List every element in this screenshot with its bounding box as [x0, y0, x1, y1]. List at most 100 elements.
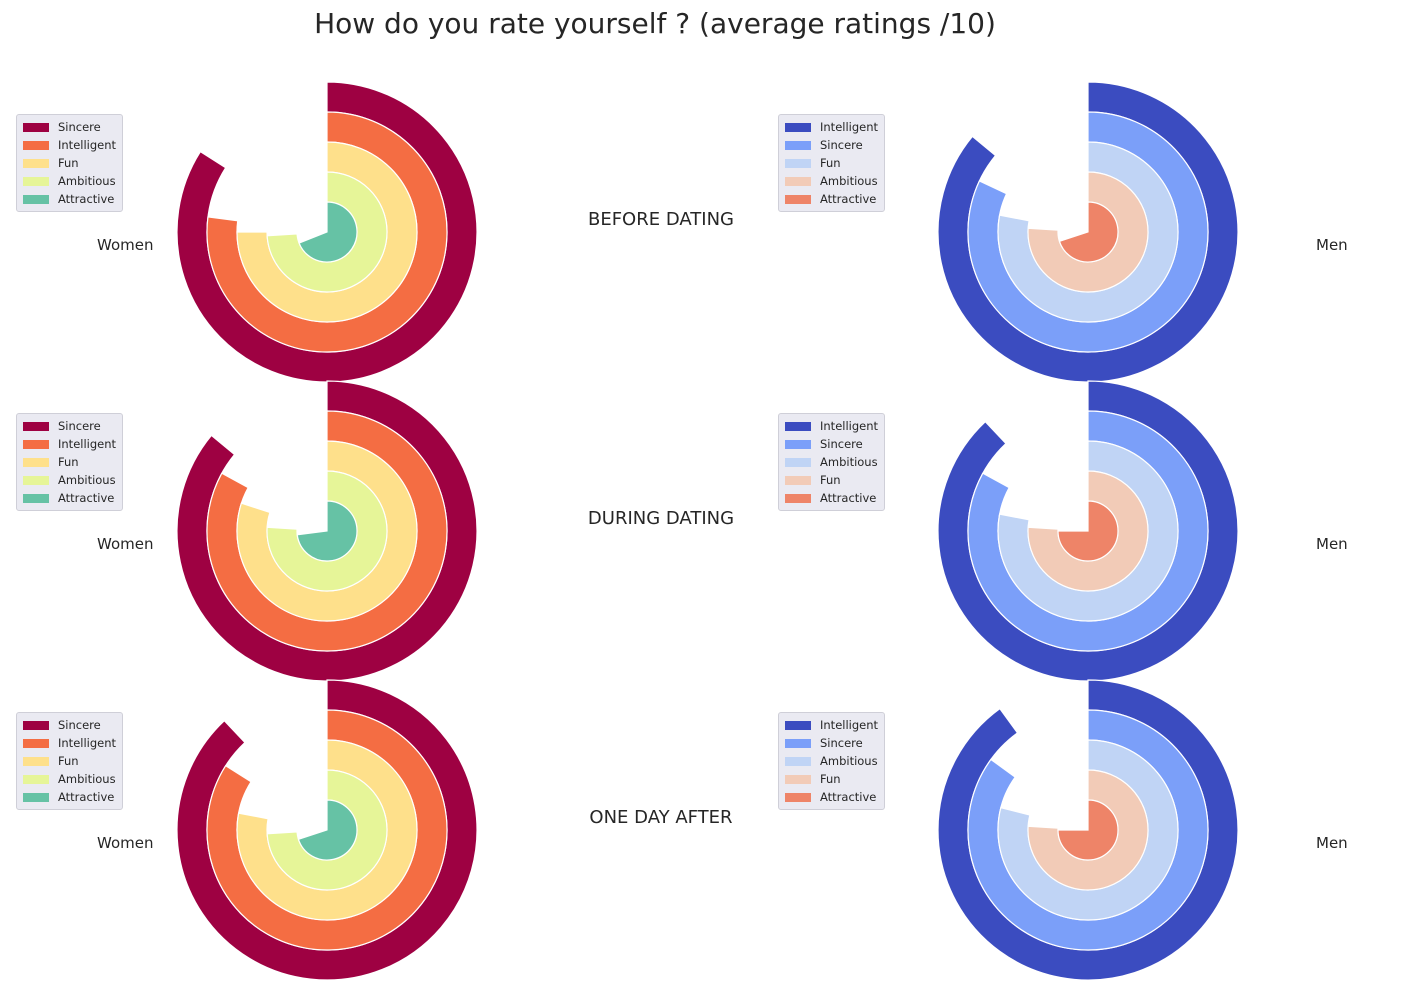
legend: Sincere Intelligent Fun Ambitious Attractive: [16, 114, 124, 212]
group-label: Men: [1316, 236, 1348, 254]
legend-swatch: [785, 738, 811, 748]
legend-label: Sincere: [820, 138, 863, 152]
legend-swatch: [785, 140, 811, 150]
radial-bar-chart-men: [937, 380, 1239, 682]
legend-label: Attractive: [820, 491, 877, 505]
legend-swatch: [785, 792, 811, 802]
group-label: Men: [1316, 535, 1348, 553]
legend-item: Intelligent: [785, 716, 878, 734]
legend-swatch: [23, 158, 49, 168]
legend-swatch: [785, 176, 811, 186]
radial-bar-chart-women: [176, 679, 478, 981]
legend-swatch: [23, 792, 49, 802]
legend-item: Ambitious: [23, 770, 116, 788]
legend-swatch: [23, 774, 49, 784]
legend-swatch: [785, 720, 811, 730]
legend-label: Attractive: [58, 790, 115, 804]
legend-swatch: [23, 421, 49, 431]
legend: Sincere Intelligent Fun Ambitious Attractive: [16, 413, 124, 511]
legend-label: Intelligent: [58, 138, 117, 152]
legend-swatch: [23, 457, 49, 467]
legend-item: Sincere: [785, 136, 878, 154]
legend-label: Ambitious: [820, 455, 878, 469]
legend-item: Ambitious: [785, 172, 878, 190]
legend-item: Attractive: [785, 190, 878, 208]
legend-label: Fun: [58, 156, 79, 170]
ring-bar: [297, 799, 358, 861]
ring-bar: [1057, 799, 1119, 861]
legend-swatch: [785, 421, 811, 431]
radial-bar-chart-women: [176, 380, 478, 682]
legend-item: Sincere: [23, 716, 116, 734]
legend-label: Fun: [820, 156, 841, 170]
legend-label: Attractive: [820, 790, 877, 804]
legend-label: Sincere: [820, 736, 863, 750]
legend-swatch: [23, 122, 49, 132]
legend-item: Sincere: [785, 734, 878, 752]
legend-label: Fun: [820, 772, 841, 786]
group-label: Women: [97, 236, 154, 254]
radial-bar-chart-women: [176, 81, 478, 383]
legend-item: Ambitious: [785, 752, 878, 770]
legend-swatch: [785, 493, 811, 503]
legend: Intelligent Sincere Fun Ambitious Attractive: [778, 114, 886, 212]
legend-item: Ambitious: [23, 172, 116, 190]
ring-bar: [1058, 201, 1119, 263]
group-label: Men: [1316, 834, 1348, 852]
legend-swatch: [23, 720, 49, 730]
legend-label: Ambitious: [58, 473, 116, 487]
legend-item: Intelligent: [23, 136, 116, 154]
legend-label: Fun: [58, 455, 79, 469]
legend: Intelligent Sincere Ambitious Fun Attractive: [778, 413, 886, 511]
legend-item: Fun: [785, 770, 878, 788]
legend-label: Intelligent: [820, 718, 879, 732]
legend-label: Fun: [820, 473, 841, 487]
legend-swatch: [23, 140, 49, 150]
legend-label: Attractive: [58, 192, 115, 206]
ring-bar: [296, 500, 358, 562]
legend-label: Sincere: [58, 718, 101, 732]
radial-bar-chart-men: [937, 679, 1239, 981]
legend-item: Attractive: [23, 190, 116, 208]
legend-item: Fun: [785, 471, 878, 489]
legend-swatch: [23, 756, 49, 766]
legend-item: Ambitious: [23, 471, 116, 489]
legend-swatch: [785, 475, 811, 485]
legend-item: Fun: [23, 453, 116, 471]
legend-item: Fun: [23, 154, 116, 172]
legend-label: Intelligent: [820, 419, 879, 433]
legend-swatch: [785, 122, 811, 132]
legend-item: Intelligent: [785, 417, 878, 435]
legend: Sincere Intelligent Fun Ambitious Attractive: [16, 712, 124, 810]
chart-title: How do you rate yourself ? (average rati…: [314, 7, 996, 40]
legend-label: Intelligent: [58, 437, 117, 451]
legend-label: Ambitious: [58, 174, 116, 188]
legend-item: Ambitious: [785, 453, 878, 471]
legend-swatch: [23, 439, 49, 449]
legend-swatch: [23, 475, 49, 485]
legend-label: Ambitious: [58, 772, 116, 786]
ring-bar: [298, 201, 358, 263]
legend-item: Intelligent: [23, 734, 116, 752]
legend-swatch: [785, 457, 811, 467]
legend-swatch: [785, 774, 811, 784]
row-label: ONE DAY AFTER: [589, 807, 733, 828]
legend-label: Sincere: [58, 120, 101, 134]
legend-swatch: [23, 194, 49, 204]
legend-swatch: [785, 194, 811, 204]
legend-label: Attractive: [820, 192, 877, 206]
legend-item: Intelligent: [23, 435, 116, 453]
legend-item: Sincere: [23, 417, 116, 435]
group-label: Women: [97, 834, 154, 852]
legend-label: Sincere: [820, 437, 863, 451]
legend-label: Ambitious: [820, 174, 878, 188]
legend-item: Sincere: [23, 118, 116, 136]
legend-label: Attractive: [58, 491, 115, 505]
legend-swatch: [23, 738, 49, 748]
legend-item: Intelligent: [785, 118, 878, 136]
row-label: DURING DATING: [587, 508, 735, 529]
legend-swatch: [785, 158, 811, 168]
legend-label: Intelligent: [820, 120, 879, 134]
legend-item: Sincere: [785, 435, 878, 453]
legend: Intelligent Sincere Ambitious Fun Attractive: [778, 712, 886, 810]
